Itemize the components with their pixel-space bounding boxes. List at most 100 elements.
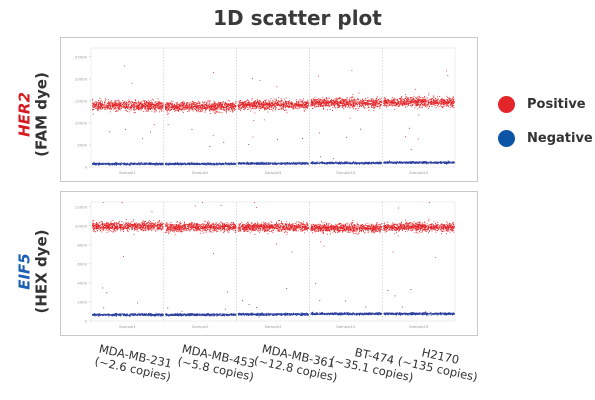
droplet-point: [228, 108, 230, 110]
droplet-point: [393, 103, 395, 105]
droplet-point: [135, 102, 137, 104]
droplet-point: [98, 163, 100, 165]
droplet-point: [189, 106, 191, 108]
droplet-point: [336, 100, 338, 102]
droplet-point: [133, 103, 135, 105]
droplet-point: [291, 106, 293, 108]
droplet-point: [300, 104, 301, 106]
droplet-point: [146, 163, 148, 165]
droplet-point: [431, 102, 433, 104]
droplet-point: [185, 103, 187, 105]
droplet-point: [94, 104, 96, 106]
droplet-point: [417, 99, 419, 100]
droplet-point: [118, 103, 120, 105]
droplet-point: [402, 105, 403, 107]
droplet-point: [138, 104, 140, 106]
droplet-point: [267, 103, 269, 105]
droplet-point: [359, 102, 361, 104]
droplet-point: [155, 109, 157, 111]
droplet-point: [209, 164, 211, 166]
droplet-point: [327, 101, 329, 103]
droplet-point: [321, 106, 323, 107]
droplet-point: [295, 105, 297, 107]
droplet-point: [264, 103, 266, 105]
droplet-point: [152, 107, 154, 109]
droplet-point: [114, 107, 116, 109]
droplet-point: [247, 104, 249, 106]
droplet-point: [198, 100, 200, 102]
droplet-point: [215, 109, 217, 110]
droplet-point: [160, 103, 162, 105]
droplet-point: [260, 108, 262, 110]
droplet-point: [107, 98, 109, 100]
droplet-point: [116, 164, 117, 166]
droplet-point: [365, 99, 367, 101]
droplet-point: [165, 106, 166, 108]
droplet-point: [206, 103, 207, 105]
droplet-point: [406, 96, 408, 98]
droplet-point: [346, 103, 348, 104]
droplet-point: [130, 100, 132, 102]
droplet-point: [168, 104, 170, 106]
droplet-point: [449, 99, 451, 101]
droplet-point: [142, 163, 144, 165]
droplet-point: [222, 106, 224, 108]
droplet-point: [287, 101, 289, 102]
droplet-point: [440, 102, 442, 104]
droplet-point: [270, 105, 272, 107]
droplet-point: [189, 105, 191, 107]
droplet-point: [186, 108, 188, 110]
droplet-point: [252, 104, 253, 106]
droplet-point: [258, 105, 260, 107]
droplet-point: [137, 107, 139, 108]
droplet-point: [449, 98, 451, 100]
droplet-point: [234, 108, 236, 110]
droplet-point: [100, 99, 102, 101]
droplet-point: [136, 163, 137, 165]
droplet-point: [162, 102, 164, 104]
droplet-point: [281, 100, 283, 101]
droplet-point: [343, 104, 345, 106]
droplet-point: [395, 103, 397, 105]
droplet-point: [114, 164, 115, 166]
droplet-point: [201, 104, 203, 106]
droplet-point: [347, 106, 349, 108]
droplet-point: [306, 105, 308, 107]
droplet-point: [420, 102, 422, 104]
droplet-point: [331, 103, 333, 105]
droplet-point: [296, 106, 298, 108]
droplet-point: [167, 104, 169, 106]
droplet-point: [343, 100, 345, 102]
droplet-point: [280, 102, 282, 104]
droplet-point: [302, 106, 304, 108]
droplet-point: [100, 102, 102, 104]
droplet-point: [368, 100, 370, 102]
droplet-point: [215, 107, 217, 109]
droplet-point: [202, 102, 204, 104]
droplet-point: [232, 102, 234, 104]
droplet-point: [242, 103, 244, 105]
droplet-point: [149, 103, 151, 105]
droplet-point: [212, 106, 214, 108]
droplet-point: [431, 97, 433, 99]
droplet-point: [444, 102, 446, 104]
droplet-point: [160, 102, 162, 104]
droplet-point: [183, 107, 185, 109]
droplet-point: [369, 104, 371, 106]
droplet-point: [437, 102, 439, 104]
droplet-point: [360, 100, 362, 102]
droplet-point: [261, 103, 263, 105]
droplet-point: [302, 104, 304, 106]
droplet-point: [268, 101, 270, 103]
droplet-point: [380, 104, 382, 106]
droplet-point: [277, 108, 279, 110]
droplet-point: [165, 105, 167, 107]
droplet-point: [151, 110, 153, 112]
droplet-point: [174, 105, 176, 106]
droplet-point: [128, 100, 130, 102]
droplet-point: [376, 102, 378, 104]
droplet-point: [96, 106, 98, 108]
droplet-point: [420, 101, 422, 103]
droplet-point: [332, 110, 334, 111]
droplet-point: [122, 101, 124, 103]
